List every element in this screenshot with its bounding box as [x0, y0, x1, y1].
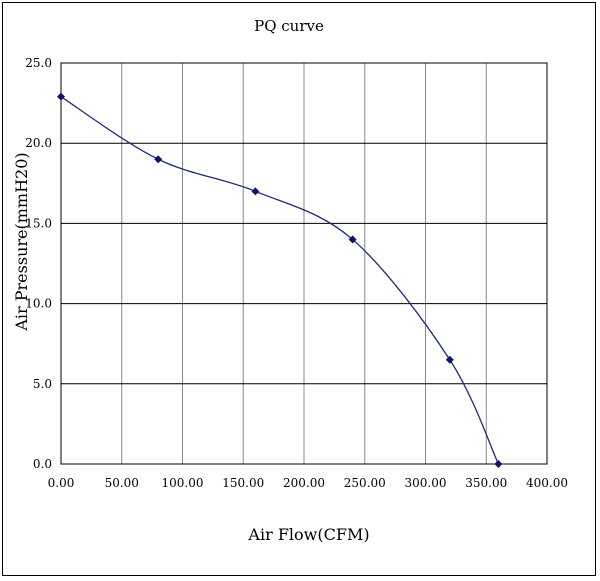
data-point-marker — [445, 355, 454, 364]
grid — [61, 63, 547, 464]
x-tick-label: 0.00 — [48, 476, 75, 490]
y-tick-label: 10.0 — [25, 297, 52, 311]
data-point-marker — [251, 187, 260, 196]
x-tick-label: 50.00 — [105, 476, 139, 490]
y-tick-label: 20.0 — [25, 136, 52, 150]
plot-area — [60, 62, 548, 465]
data-point-marker — [348, 235, 357, 244]
x-tick-labels: 0.00 50.00 100.00 150.00 200.00 250.00 300.00 3… — [48, 476, 568, 490]
y-tick-label: 25.0 — [25, 56, 52, 70]
data-point-marker — [57, 92, 65, 101]
x-tick-label: 100.00 — [162, 476, 204, 490]
x-tick-label: 350.00 — [465, 476, 507, 490]
series-line — [60, 96, 499, 465]
x-tick-label: 400.00 — [526, 476, 568, 490]
chart-title: PQ curve — [254, 17, 324, 35]
markers — [57, 92, 503, 468]
x-tick-label: 200.00 — [283, 476, 325, 490]
x-tick-label: 150.00 — [222, 476, 264, 490]
x-axis-title: Air Flow(CFM) — [247, 525, 369, 544]
y-tick-label: 15.0 — [25, 216, 52, 230]
x-tick-label: 250.00 — [344, 476, 386, 490]
x-tick-label: 300.00 — [405, 476, 447, 490]
data-point-marker — [494, 460, 503, 468]
y-tick-label: 5.0 — [33, 377, 52, 391]
y-axis-title: Air Pressure(mmH20) — [12, 152, 31, 331]
chart-frame — [2, 2, 596, 576]
y-tick-labels: 0.0 5.0 10.0 15.0 20.0 25.0 — [25, 56, 52, 471]
data-point-marker — [154, 155, 163, 164]
y-tick-label: 0.0 — [33, 457, 52, 471]
